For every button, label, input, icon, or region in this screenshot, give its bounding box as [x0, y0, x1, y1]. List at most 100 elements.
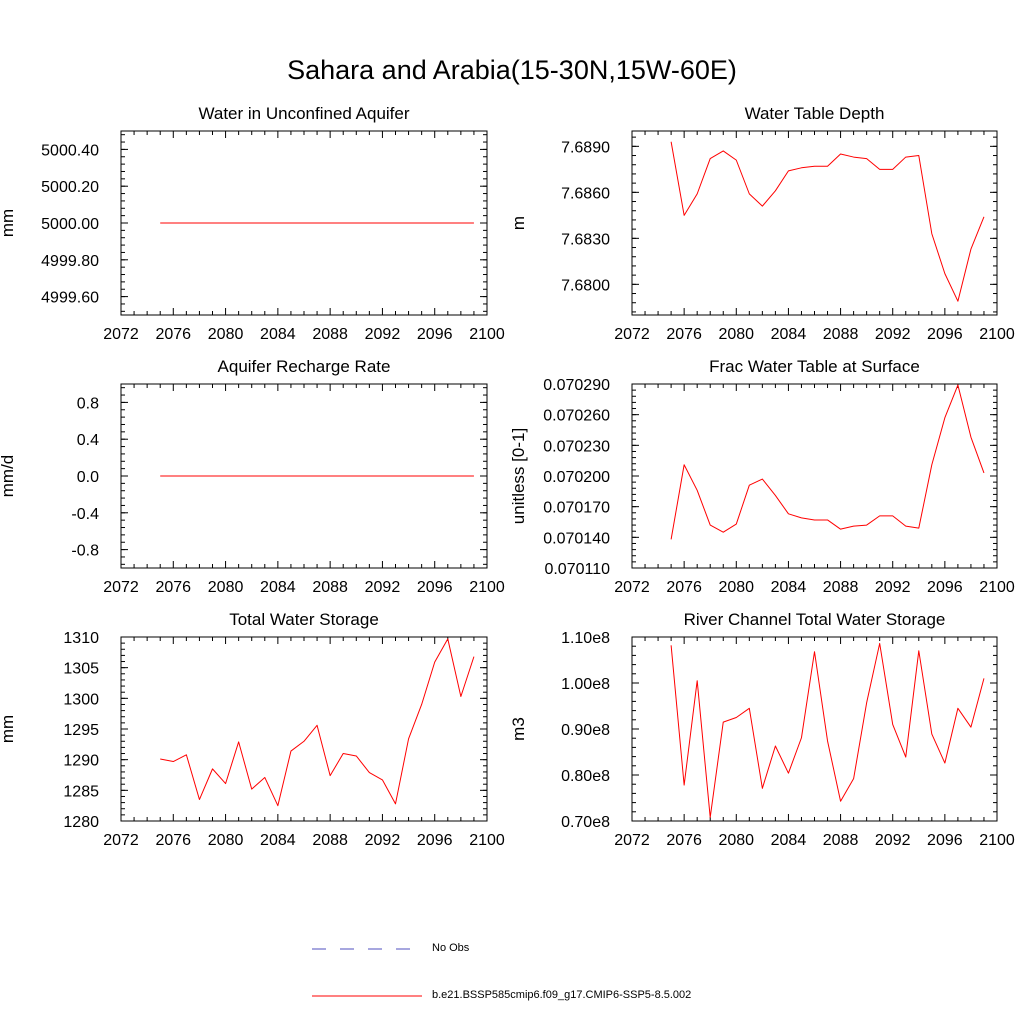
x-tick-label: 2088	[823, 832, 859, 849]
y-tick-label: 0.90e8	[561, 722, 610, 739]
y-tick-label: 1295	[63, 722, 99, 739]
y-tick-label: 5000.40	[41, 142, 99, 159]
x-tick-label: 2076	[155, 579, 191, 596]
x-tick-label: 2088	[312, 832, 348, 849]
y-tick-label: 0.80e8	[561, 768, 610, 785]
y-tick-label: 7.6860	[561, 185, 610, 202]
page-title: Sahara and Arabia(15-30N,15W-60E)	[287, 55, 737, 85]
x-tick-label: 2072	[614, 579, 650, 596]
x-tick-label: 2096	[927, 832, 963, 849]
panel-title: Aquifer Recharge Rate	[218, 357, 391, 376]
y-tick-label: 5000.00	[41, 216, 99, 233]
y-tick-label: 1285	[63, 783, 99, 800]
panel-title: River Channel Total Water Storage	[684, 610, 946, 629]
plot-frame	[631, 636, 998, 822]
x-tick-label: 2076	[155, 326, 191, 343]
x-tick-label: 2092	[875, 832, 911, 849]
chart-panel-3: Aquifer Recharge Rate mm/d 2072 2076 2080 208…	[0, 357, 505, 596]
x-tick-label: 2088	[823, 579, 859, 596]
x-tick-label: 2080	[718, 832, 754, 849]
y-tick-label: 0.070170	[543, 500, 610, 517]
y-tick-label: 0.0	[77, 469, 99, 486]
x-tick-label: 2096	[417, 579, 453, 596]
y-tick-label: 0.070110	[544, 561, 610, 578]
y-tick-label: 1300	[63, 691, 99, 708]
series-line-model	[670, 141, 985, 302]
y-axis-label: mm	[0, 715, 17, 743]
y-tick-label: -0.8	[71, 543, 99, 560]
x-tick-label: 2084	[260, 579, 296, 596]
y-axis-label: m	[509, 216, 528, 230]
legend-solid-line-swatch	[312, 995, 422, 997]
chart-panel-4: Frac Water Table at Surface unitless [0-1…	[509, 357, 1015, 596]
x-tick-label: 2084	[771, 579, 807, 596]
y-axis-label: mm/d	[0, 455, 17, 498]
chart-panel-5: Total Water Storage mm 2072 2076 2080 2084 208…	[0, 610, 505, 849]
series-line-model	[160, 638, 475, 807]
y-axis-label: m3	[509, 717, 528, 741]
panel-title: Water Table Depth	[745, 104, 885, 123]
y-tick-label: 7.6890	[561, 139, 610, 156]
x-tick-label: 2100	[469, 832, 505, 849]
x-tick-label: 2072	[614, 832, 650, 849]
y-tick-label: 0.070230	[543, 438, 610, 455]
y-tick-label: 1280	[63, 814, 99, 831]
y-tick-label: 4999.80	[41, 253, 99, 270]
x-tick-label: 2088	[823, 326, 859, 343]
x-tick-label: 2080	[208, 832, 244, 849]
x-tick-label: 2084	[260, 326, 296, 343]
chart-panel-6: River Channel Total Water Storage m3 2072 2…	[509, 610, 1015, 849]
x-tick-label: 2092	[365, 579, 401, 596]
y-tick-label: 1.10e8	[561, 630, 610, 647]
plot-frame	[120, 636, 488, 822]
panel-title: Water in Unconfined Aquifer	[198, 104, 409, 123]
plot-frame	[631, 130, 998, 316]
y-tick-label: 4999.60	[41, 290, 99, 307]
x-tick-label: 2072	[103, 326, 139, 343]
x-tick-label: 2080	[718, 326, 754, 343]
x-tick-label: 2072	[614, 326, 650, 343]
x-tick-label: 2092	[365, 326, 401, 343]
y-tick-label: 0.070260	[543, 408, 610, 425]
chart-panel-2: Water Table Depth m 2072 2076 2080 2084 2088 20…	[509, 104, 1015, 343]
series-line-model	[670, 642, 985, 818]
x-tick-label: 2080	[208, 579, 244, 596]
x-tick-label: 2076	[666, 579, 702, 596]
y-axis-label: unitless [0-1]	[509, 428, 528, 524]
x-tick-label: 2100	[979, 579, 1015, 596]
x-tick-label: 2080	[718, 579, 754, 596]
y-tick-label: 1.00e8	[561, 676, 610, 693]
x-tick-label: 2100	[979, 326, 1015, 343]
y-tick-label: 0.8	[77, 395, 99, 412]
y-tick-label: 1305	[63, 661, 99, 678]
y-tick-label: 5000.20	[41, 179, 99, 196]
legend-dashed-line-swatch	[312, 948, 418, 950]
x-tick-label: 2084	[771, 326, 807, 343]
plot-frame	[631, 383, 998, 569]
y-axis-label: mm	[0, 209, 17, 237]
x-tick-label: 2076	[666, 832, 702, 849]
x-tick-label: 2096	[417, 326, 453, 343]
y-tick-label: -0.4	[71, 506, 99, 523]
y-tick-label: 7.6830	[561, 231, 610, 248]
chart-panel-1: Water in Unconfined Aquifer mm 2072 2076 208…	[0, 104, 505, 343]
y-tick-label: 0.070290	[543, 377, 610, 394]
legend-entry-model: b.e21.BSSP585cmip6.f09_g17.CMIP6-SSP5-8.…	[312, 988, 691, 1004]
x-tick-label: 2084	[260, 832, 296, 849]
x-tick-label: 2080	[208, 326, 244, 343]
x-tick-label: 2096	[927, 326, 963, 343]
x-tick-label: 2076	[155, 832, 191, 849]
x-tick-label: 2088	[312, 579, 348, 596]
x-tick-label: 2084	[771, 832, 807, 849]
y-tick-label: 0.4	[77, 432, 99, 449]
legend-label-model: b.e21.BSSP585cmip6.f09_g17.CMIP6-SSP5-8.…	[432, 989, 692, 1001]
y-tick-label: 0.070200	[543, 469, 610, 486]
y-tick-label: 1290	[63, 753, 99, 770]
x-tick-label: 2072	[103, 579, 139, 596]
x-tick-label: 2088	[312, 326, 348, 343]
x-tick-label: 2072	[103, 832, 139, 849]
x-tick-label: 2100	[979, 832, 1015, 849]
panel-title: Total Water Storage	[229, 610, 379, 629]
y-tick-label: 1310	[63, 630, 99, 647]
